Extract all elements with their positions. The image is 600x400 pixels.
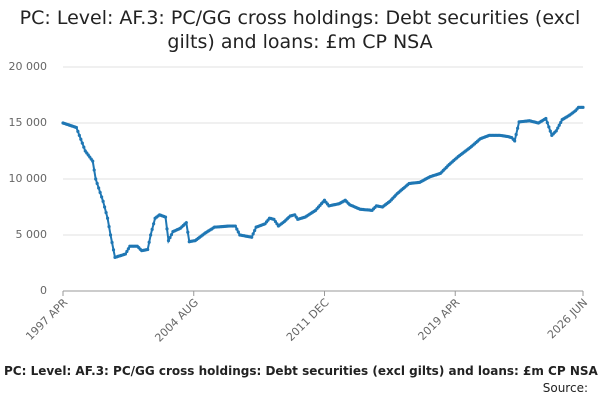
data-point bbox=[166, 239, 171, 243]
data-point bbox=[547, 125, 551, 129]
y-tick-label: 0 bbox=[40, 284, 47, 297]
data-point bbox=[125, 249, 129, 254]
data-point bbox=[168, 235, 172, 240]
data-point bbox=[97, 186, 101, 190]
data-point bbox=[165, 227, 169, 231]
data-point bbox=[80, 141, 84, 145]
x-tick-label: 1997 APR bbox=[23, 296, 70, 343]
data-point bbox=[545, 121, 549, 125]
footer-title: PC: Level: AF.3: PC/GG cross holdings: D… bbox=[4, 364, 598, 378]
chart-title: PC: Level: AF.3: PC/GG cross holdings: D… bbox=[19, 7, 581, 53]
data-point bbox=[251, 232, 255, 236]
data-point bbox=[111, 248, 116, 252]
data-point bbox=[147, 240, 151, 244]
y-tick-label: 15 000 bbox=[9, 116, 48, 129]
data-point bbox=[253, 228, 257, 233]
data-point bbox=[103, 205, 107, 209]
data-point bbox=[104, 211, 108, 215]
data-point bbox=[548, 129, 552, 133]
data-point bbox=[92, 168, 96, 172]
data-point bbox=[556, 126, 560, 130]
data-point bbox=[559, 120, 563, 125]
data-point bbox=[516, 126, 520, 130]
data-point bbox=[169, 233, 174, 237]
data-point bbox=[94, 177, 98, 181]
x-tick-label: 2026 JUN bbox=[545, 296, 590, 341]
data-point bbox=[95, 181, 99, 186]
x-tick-label: 2004 AUG bbox=[152, 296, 201, 345]
data-point bbox=[235, 227, 239, 231]
data-point bbox=[107, 225, 111, 229]
x-tick-label: 2011 DEC bbox=[284, 296, 332, 344]
data-point bbox=[184, 221, 188, 225]
data-point bbox=[77, 133, 81, 137]
data-point bbox=[557, 123, 561, 127]
data-point bbox=[123, 252, 127, 256]
data-point bbox=[233, 224, 237, 228]
data-point bbox=[149, 233, 153, 237]
data-point bbox=[98, 190, 102, 195]
data-point bbox=[108, 233, 113, 237]
y-tick-label: 5 000 bbox=[16, 228, 48, 241]
data-point bbox=[126, 247, 130, 251]
data-point bbox=[74, 125, 78, 130]
data-point bbox=[79, 137, 83, 141]
data-point bbox=[250, 235, 254, 239]
data-point bbox=[105, 216, 110, 220]
data-point bbox=[186, 230, 190, 234]
data-point bbox=[236, 230, 240, 234]
y-tick-label: 10 000 bbox=[9, 172, 48, 185]
data-point bbox=[554, 129, 558, 133]
data-point bbox=[544, 116, 548, 121]
data-point bbox=[146, 247, 150, 252]
data-point bbox=[514, 132, 518, 137]
data-point bbox=[101, 199, 105, 203]
data-point bbox=[152, 222, 156, 226]
data-point bbox=[513, 139, 517, 143]
data-point bbox=[76, 129, 80, 133]
data-point bbox=[82, 145, 86, 149]
source: Source: bbox=[542, 381, 588, 395]
data-point bbox=[150, 227, 154, 231]
data-point bbox=[163, 215, 168, 219]
data-point bbox=[91, 159, 95, 163]
data-point bbox=[100, 195, 104, 199]
data-point bbox=[110, 240, 114, 245]
y-tick-label: 20 000 bbox=[9, 60, 48, 73]
x-tick-label: 2019 APR bbox=[416, 296, 463, 343]
data-point bbox=[581, 105, 585, 109]
